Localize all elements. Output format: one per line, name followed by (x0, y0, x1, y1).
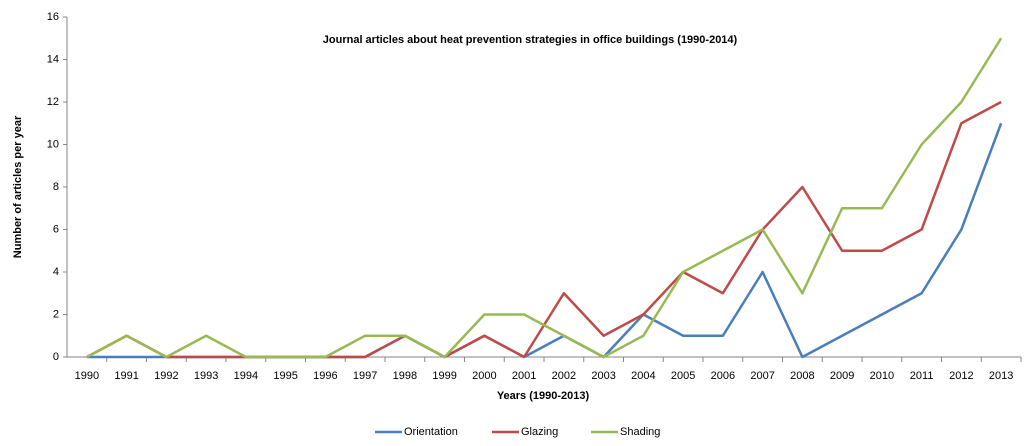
y-tick-label: 8 (53, 181, 59, 193)
x-tick-label: 2000 (472, 370, 496, 382)
x-tick-label: 2006 (711, 370, 735, 382)
x-tick-label: 1999 (432, 370, 456, 382)
x-tick-label: 2010 (870, 370, 894, 382)
y-tick-label: 2 (53, 308, 59, 320)
x-tick-label: 1998 (393, 370, 417, 382)
x-tick-label: 1993 (194, 370, 218, 382)
x-tick-label: 2002 (552, 370, 576, 382)
x-tick-label: 2011 (910, 370, 934, 382)
x-tick-label: 1990 (75, 370, 99, 382)
legend-label: Orientation (404, 426, 458, 438)
legend-label: Glazing (521, 426, 558, 438)
y-axis-title: Number of articles per year (12, 115, 24, 258)
y-tick-label: 0 (53, 351, 59, 363)
x-tick-label: 2012 (949, 370, 973, 382)
series-line (86, 37, 1003, 359)
x-tick-label: 2013 (989, 370, 1013, 382)
legend-label: Shading (620, 426, 660, 438)
x-tick-label: 1992 (154, 370, 178, 382)
y-tick-label: 4 (53, 266, 59, 278)
x-tick-label: 1995 (273, 370, 297, 382)
y-tick-label: 10 (47, 138, 59, 150)
x-tick-label: 1991 (114, 370, 138, 382)
y-tick-label: 12 (47, 96, 59, 108)
series-line (86, 122, 1003, 359)
x-tick-label: 2003 (591, 370, 615, 382)
chart-title: Journal articles about heat prevention s… (323, 34, 738, 46)
x-tick-label: 1996 (313, 370, 337, 382)
x-tick-label: 2009 (830, 370, 854, 382)
x-tick-label: 2007 (750, 370, 774, 382)
x-tick-label: 1994 (234, 370, 258, 382)
x-axis-title: Years (1990-2013) (497, 390, 590, 402)
y-tick-label: 14 (47, 53, 59, 65)
x-tick-label: 2004 (631, 370, 655, 382)
y-tick-label: 6 (53, 223, 59, 235)
x-tick-label: 2005 (671, 370, 695, 382)
series-line (86, 100, 1002, 359)
x-tick-label: 2001 (512, 370, 536, 382)
x-tick-label: 1997 (353, 370, 377, 382)
y-tick-label: 16 (47, 11, 59, 23)
x-tick-label: 2008 (790, 370, 814, 382)
